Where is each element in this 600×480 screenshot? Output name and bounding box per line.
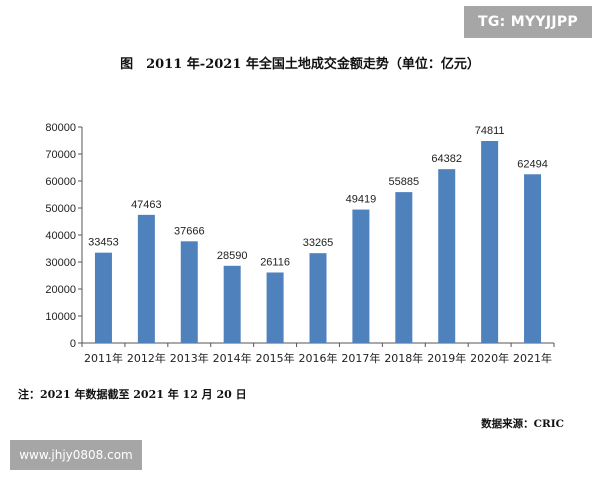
x-tick-label: 2018年	[384, 351, 423, 365]
bar	[94, 252, 112, 343]
bar	[395, 192, 413, 343]
y-tick-label: 50000	[45, 203, 76, 215]
data-label: 74811	[475, 125, 505, 137]
bar	[266, 272, 284, 343]
x-tick-label: 2020年	[470, 351, 509, 365]
chart-title: 图 2011 年-2021 年全国土地成交金额走势（单位：亿元）	[120, 56, 480, 72]
data-label: 62494	[517, 158, 548, 170]
bar	[481, 141, 499, 343]
y-tick-label: 70000	[45, 149, 76, 161]
data-label: 49419	[346, 194, 377, 206]
x-tick-label: 2011年	[84, 351, 123, 365]
data-source: 数据来源：CRIC	[481, 418, 564, 430]
y-tick-label: 80000	[45, 122, 76, 134]
bar	[524, 174, 542, 343]
data-label: 33453	[88, 237, 119, 249]
y-tick-label: 20000	[45, 284, 76, 296]
y-tick-label: 10000	[45, 311, 76, 323]
x-tick-label: 2016年	[299, 351, 338, 365]
data-label: 28590	[217, 250, 248, 262]
y-tick-label: 30000	[45, 257, 76, 269]
bar	[180, 241, 198, 343]
bar	[137, 214, 155, 343]
data-label: 47463	[131, 199, 162, 211]
x-tick-label: 2021年	[513, 351, 552, 365]
bar	[223, 265, 241, 343]
x-tick-label: 2015年	[256, 351, 295, 365]
x-tick-label: 2019年	[427, 351, 466, 365]
bar	[352, 209, 370, 343]
data-label: 55885	[389, 176, 420, 188]
chart-x-ticks: 2011年 2012年 2013年 2014年 2015年 2016年 2017年 2018年…	[84, 351, 552, 365]
data-label: 33265	[303, 237, 334, 249]
watermark-tg-label: TG: MYYJJPP	[464, 6, 592, 38]
x-tick-label: 2012年	[127, 351, 166, 365]
y-tick-label: 40000	[45, 230, 76, 242]
watermark-site-url: www.jhjy0808.com	[10, 440, 142, 470]
chart-data-labels: 33453 47463 37666 28590 26116 33265 49419 55885…	[88, 125, 548, 268]
data-label: 37666	[174, 225, 205, 237]
chart-y-ticks: 0 10000 20000 30000 40000 50000 60000 70000 8000…	[45, 122, 82, 350]
y-tick-label: 60000	[45, 176, 76, 188]
bar	[438, 169, 456, 343]
x-tick-label: 2014年	[213, 351, 252, 365]
bar	[309, 253, 327, 343]
chart-footnote: 注：2021 年数据截至 2021 年 12 月 20 日	[18, 388, 247, 401]
chart-bars	[94, 141, 542, 343]
y-tick-label: 0	[70, 338, 76, 350]
data-label: 26116	[260, 256, 290, 268]
data-label: 64382	[431, 153, 462, 165]
x-tick-label: 2017年	[341, 351, 380, 365]
x-tick-label: 2013年	[170, 351, 209, 365]
